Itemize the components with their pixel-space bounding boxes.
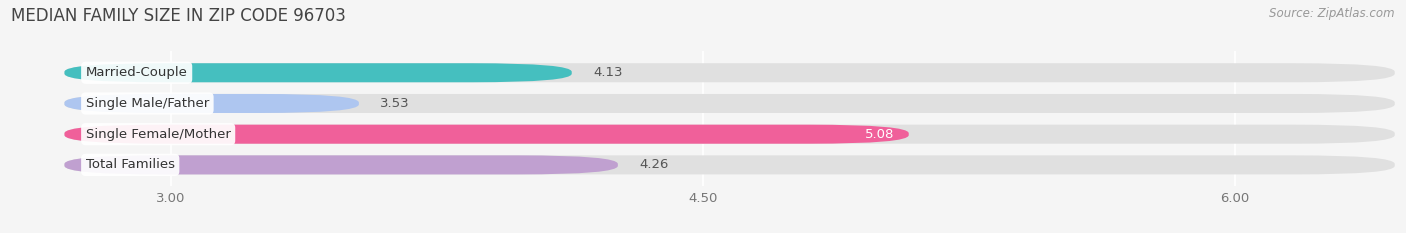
FancyBboxPatch shape [65,94,1395,113]
Text: Total Families: Total Families [86,158,174,171]
FancyBboxPatch shape [65,63,1395,82]
FancyBboxPatch shape [65,125,908,144]
FancyBboxPatch shape [65,94,359,113]
Text: MEDIAN FAMILY SIZE IN ZIP CODE 96703: MEDIAN FAMILY SIZE IN ZIP CODE 96703 [11,7,346,25]
FancyBboxPatch shape [65,155,1395,175]
Text: Married-Couple: Married-Couple [86,66,187,79]
Text: 4.26: 4.26 [640,158,668,171]
FancyBboxPatch shape [65,125,1395,144]
Text: Source: ZipAtlas.com: Source: ZipAtlas.com [1270,7,1395,20]
Text: Single Male/Father: Single Male/Father [86,97,209,110]
Text: 5.08: 5.08 [865,128,894,141]
Text: 3.53: 3.53 [380,97,409,110]
FancyBboxPatch shape [65,155,617,175]
FancyBboxPatch shape [65,63,572,82]
Text: 4.13: 4.13 [593,66,623,79]
Text: Single Female/Mother: Single Female/Mother [86,128,231,141]
